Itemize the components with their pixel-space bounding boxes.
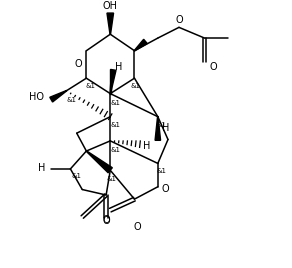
Text: OH: OH [103, 1, 118, 11]
Text: H: H [38, 163, 46, 173]
Text: &1: &1 [157, 168, 167, 174]
Polygon shape [107, 13, 114, 34]
Text: &1: &1 [67, 97, 77, 103]
Polygon shape [110, 70, 116, 94]
Text: &1: &1 [85, 83, 95, 89]
Text: H: H [162, 123, 169, 133]
Text: O: O [209, 62, 217, 72]
Text: &1: &1 [111, 147, 121, 153]
Text: O: O [75, 59, 82, 69]
Text: &1: &1 [110, 100, 120, 106]
Polygon shape [155, 117, 161, 140]
Text: &1: &1 [107, 176, 117, 182]
Text: &1: &1 [111, 122, 121, 128]
Text: O: O [175, 15, 183, 25]
Text: O: O [162, 184, 170, 194]
Polygon shape [50, 91, 66, 102]
Text: &1: &1 [157, 122, 167, 128]
Polygon shape [86, 151, 112, 173]
Text: O: O [133, 222, 141, 232]
Polygon shape [110, 69, 111, 94]
Text: HO: HO [29, 92, 44, 102]
Text: &1: &1 [72, 173, 82, 179]
Text: &1: &1 [131, 83, 140, 89]
Polygon shape [134, 39, 147, 51]
Text: O: O [102, 214, 110, 225]
Text: H: H [115, 62, 123, 72]
Text: H: H [143, 141, 150, 151]
Text: O: O [102, 216, 110, 226]
